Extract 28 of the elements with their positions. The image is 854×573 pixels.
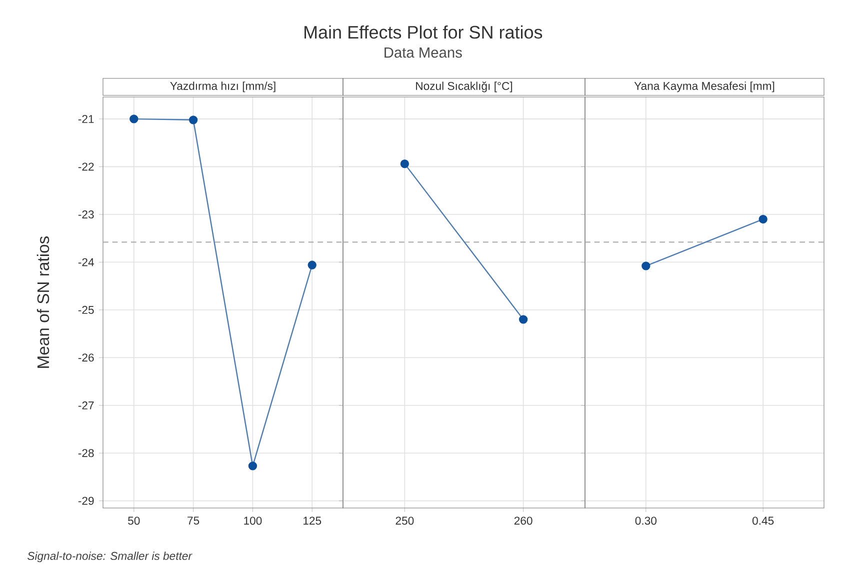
x-tick-label: 260 [514,516,532,525]
point [130,114,138,124]
chart-title: Nozul Sıcaklığı [°C] [416,82,512,92]
x-tick-label: 50 [128,516,140,525]
text: Main Effects Plot for SN ratios [304,25,542,39]
x-tick-label: 75 [188,516,200,525]
y-tick-label: -21 [78,114,94,123]
y-tick-label: -27 [78,401,94,410]
point [308,260,316,270]
text: Data Means [384,47,462,58]
x-tick-label: 125 [304,516,322,525]
text: Signal-to-noise: Smaller is better [28,552,192,562]
y-axis-title: Mean of SN ratios [36,236,50,368]
x-tick-label: 0.45 [752,516,774,525]
y-tick-label: -23 [78,210,94,218]
y-tick-label: -24 [78,258,94,266]
y-tick-label: -22 [78,162,94,171]
y-tick-label: -29 [78,496,94,505]
chart-title: Yazdırma hızı [mm/s] [170,82,276,92]
x-tick-label: 100 [244,516,262,525]
x-tick-label: 250 [396,516,414,525]
y-tick-label: -28 [78,449,94,458]
y-tick-label: -26 [78,354,94,362]
point [188,116,198,124]
y-tick-label: -25 [78,306,94,314]
x-tick-label: 0.30 [635,516,657,525]
point [248,462,258,470]
chart-title: Yana Kayma Mesafesi [mm] [634,82,774,92]
